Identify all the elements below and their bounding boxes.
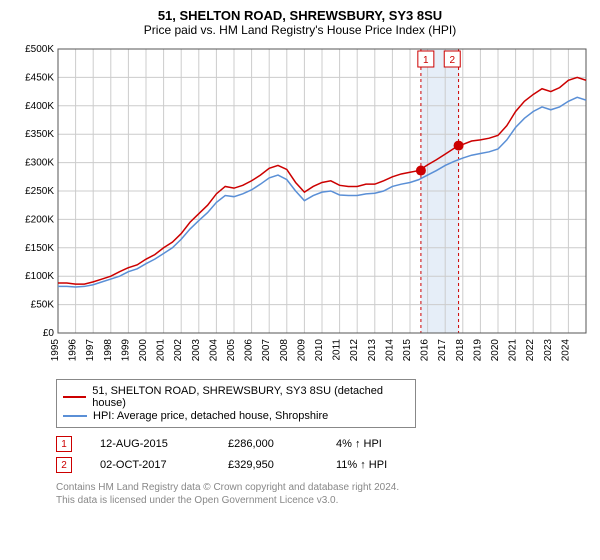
svg-text:2002: 2002 bbox=[173, 339, 184, 362]
footer-attribution: Contains HM Land Registry data © Crown c… bbox=[56, 481, 590, 507]
sale-date: 12-AUG-2015 bbox=[100, 438, 200, 450]
sale-badge: 1 bbox=[56, 436, 72, 452]
svg-text:£400K: £400K bbox=[25, 101, 54, 112]
svg-text:1996: 1996 bbox=[68, 339, 79, 362]
chart-title: 51, SHELTON ROAD, SHREWSBURY, SY3 8SU bbox=[10, 8, 590, 23]
legend-row: HPI: Average price, detached house, Shro… bbox=[63, 410, 409, 422]
legend-swatch bbox=[63, 396, 86, 398]
svg-text:2010: 2010 bbox=[314, 339, 325, 362]
svg-text:2003: 2003 bbox=[191, 339, 202, 362]
svg-text:2005: 2005 bbox=[226, 339, 237, 362]
svg-text:2013: 2013 bbox=[367, 339, 378, 362]
svg-text:2017: 2017 bbox=[437, 339, 448, 362]
sale-row: 2 02-OCT-2017 £329,950 11% ↑ HPI bbox=[56, 457, 590, 473]
svg-text:2009: 2009 bbox=[296, 339, 307, 362]
sale-delta: 11% ↑ HPI bbox=[336, 459, 387, 471]
svg-text:£0: £0 bbox=[43, 328, 55, 339]
sale-badge: 2 bbox=[56, 457, 72, 473]
svg-text:2001: 2001 bbox=[156, 339, 167, 362]
svg-text:2023: 2023 bbox=[543, 339, 554, 362]
svg-text:2020: 2020 bbox=[490, 339, 501, 362]
footer-line-1: Contains HM Land Registry data © Crown c… bbox=[56, 481, 576, 494]
line-chart: 1 2 £0 £50K £100K £150K £200K £250K £300K £350K £4… bbox=[10, 43, 590, 373]
svg-text:2011: 2011 bbox=[332, 339, 343, 361]
svg-text:2: 2 bbox=[449, 55, 455, 66]
legend-label: HPI: Average price, detached house, Shro… bbox=[93, 410, 328, 422]
svg-text:1998: 1998 bbox=[103, 339, 114, 362]
svg-text:£200K: £200K bbox=[25, 214, 54, 225]
svg-text:2015: 2015 bbox=[402, 339, 413, 362]
svg-text:£300K: £300K bbox=[25, 158, 54, 169]
svg-text:2012: 2012 bbox=[349, 339, 360, 362]
svg-text:2018: 2018 bbox=[455, 339, 466, 362]
chart-container: 51, SHELTON ROAD, SHREWSBURY, SY3 8SU Pr… bbox=[0, 0, 600, 515]
svg-text:£450K: £450K bbox=[25, 72, 54, 83]
sale-date: 02-OCT-2017 bbox=[100, 459, 200, 471]
legend-row: 51, SHELTON ROAD, SHREWSBURY, SY3 8SU (d… bbox=[63, 385, 409, 409]
svg-text:2016: 2016 bbox=[420, 339, 431, 362]
svg-text:2024: 2024 bbox=[560, 339, 571, 362]
svg-text:£150K: £150K bbox=[25, 243, 54, 254]
svg-text:2014: 2014 bbox=[384, 339, 395, 362]
svg-text:2004: 2004 bbox=[208, 339, 219, 362]
svg-text:2006: 2006 bbox=[244, 339, 255, 362]
svg-text:1995: 1995 bbox=[50, 339, 61, 362]
svg-text:£500K: £500K bbox=[25, 44, 54, 55]
legend-swatch bbox=[63, 415, 87, 417]
sale-row: 1 12-AUG-2015 £286,000 4% ↑ HPI bbox=[56, 436, 590, 452]
svg-text:£250K: £250K bbox=[25, 186, 54, 197]
svg-text:2022: 2022 bbox=[525, 339, 536, 362]
sale-price: £329,950 bbox=[228, 459, 308, 471]
chart-subtitle: Price paid vs. HM Land Registry's House … bbox=[10, 23, 590, 37]
svg-text:£50K: £50K bbox=[31, 300, 55, 311]
svg-text:1997: 1997 bbox=[85, 339, 96, 362]
chart-plot-area: 1 2 £0 £50K £100K £150K £200K £250K £300K £350K £4… bbox=[10, 43, 590, 373]
sale-delta: 4% ↑ HPI bbox=[336, 438, 382, 450]
legend-label: 51, SHELTON ROAD, SHREWSBURY, SY3 8SU (d… bbox=[92, 385, 409, 409]
svg-text:2021: 2021 bbox=[508, 339, 519, 362]
svg-text:2007: 2007 bbox=[261, 339, 272, 362]
sales-table: 1 12-AUG-2015 £286,000 4% ↑ HPI 2 02-OCT-2017… bbox=[56, 436, 590, 473]
svg-text:2008: 2008 bbox=[279, 339, 290, 362]
svg-text:£100K: £100K bbox=[25, 271, 54, 282]
sale-price: £286,000 bbox=[228, 438, 308, 450]
svg-text:1: 1 bbox=[423, 55, 429, 66]
svg-text:2019: 2019 bbox=[472, 339, 483, 362]
svg-text:2000: 2000 bbox=[138, 339, 149, 362]
svg-text:£350K: £350K bbox=[25, 129, 54, 140]
footer-line-2: This data is licensed under the Open Gov… bbox=[56, 494, 576, 507]
legend: 51, SHELTON ROAD, SHREWSBURY, SY3 8SU (d… bbox=[56, 379, 416, 428]
svg-text:1999: 1999 bbox=[120, 339, 131, 362]
